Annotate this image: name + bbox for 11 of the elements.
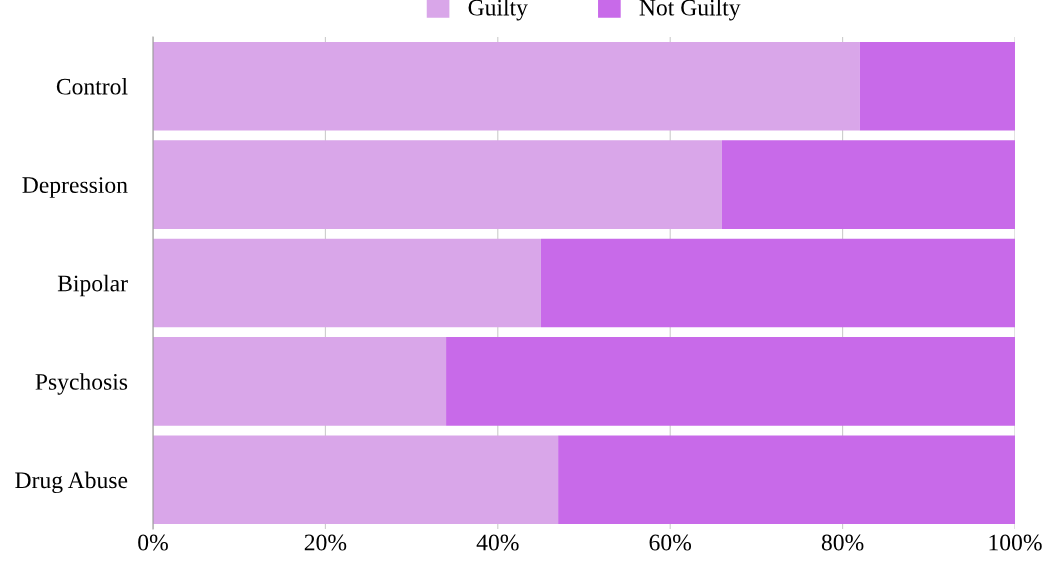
x-tick-label: 20%: [304, 534, 347, 551]
x-tick-label: 0%: [138, 534, 168, 551]
y-tick-label: Bipolar: [57, 274, 128, 297]
x-tick-label: 40%: [476, 534, 519, 551]
x-tick-label: 100%: [989, 534, 1042, 551]
y-tick-label: Depression: [22, 177, 128, 198]
y-tick-label: Control: [56, 78, 128, 95]
x-tick-label: 60%: [649, 534, 692, 551]
y-tick-label: Drug Abuse: [15, 471, 128, 494]
x-tick-label: 80%: [821, 534, 864, 551]
y-tick-label: Psychosis: [35, 373, 128, 395]
